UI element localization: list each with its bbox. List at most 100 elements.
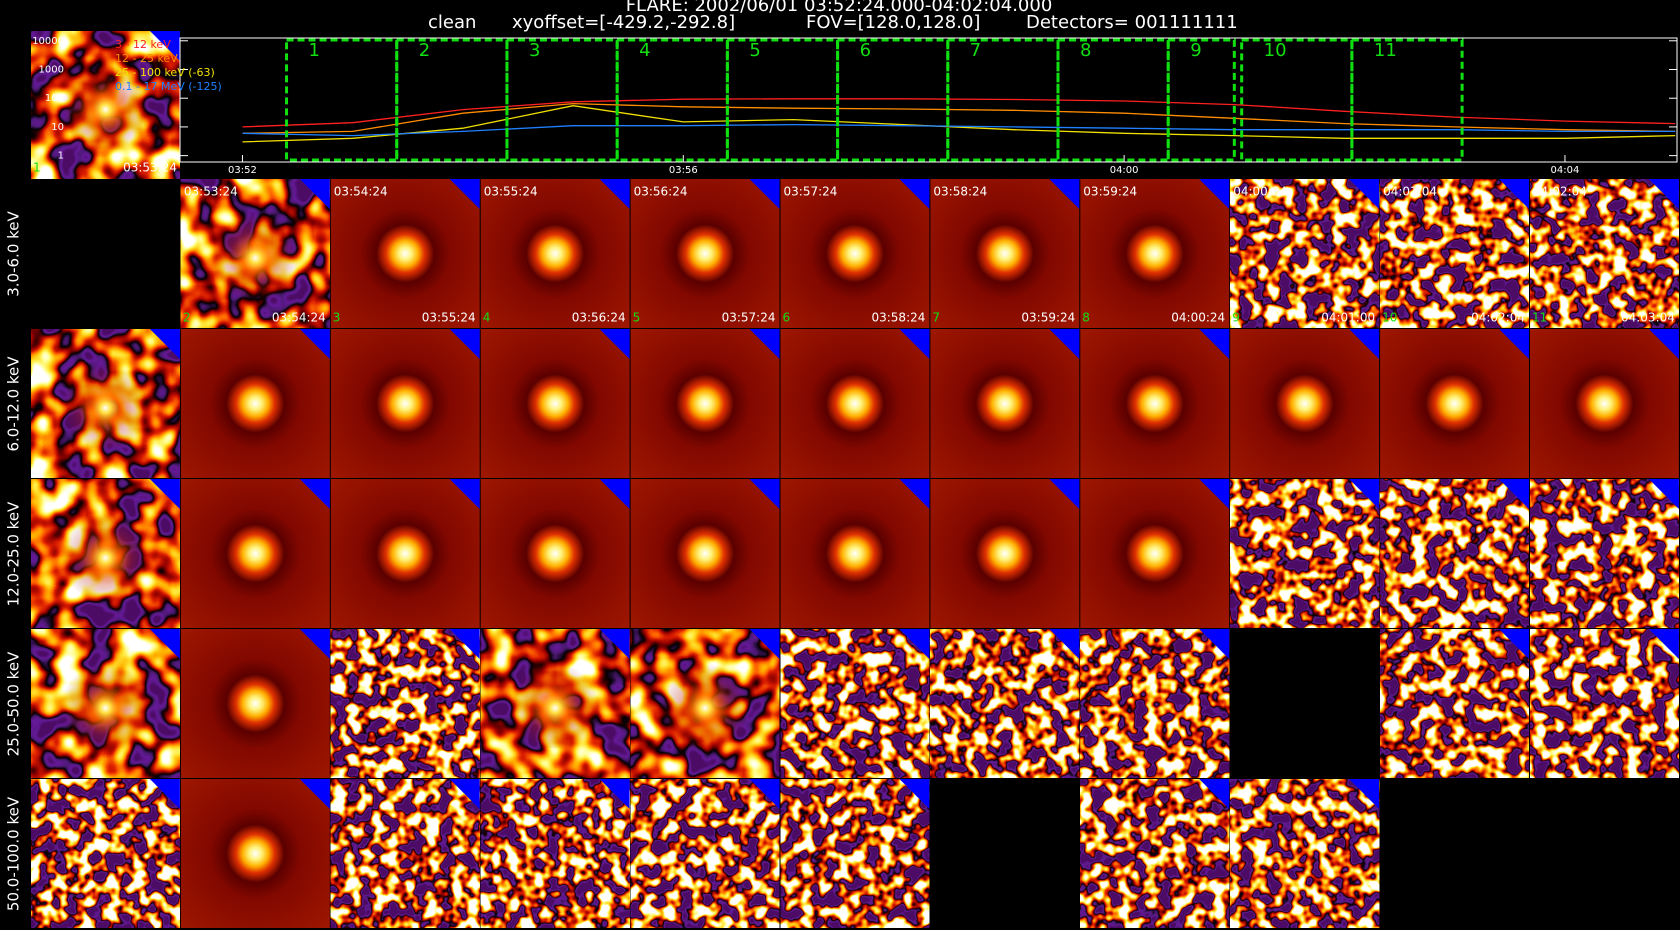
tile-end: 04:02:04 xyxy=(1471,311,1525,325)
image-tile xyxy=(330,629,480,778)
detectors: Detectors= 001111111 xyxy=(1026,12,1238,33)
interval-label: 9 xyxy=(1190,40,1201,61)
mask-corner xyxy=(1648,179,1679,209)
image xyxy=(930,479,1080,628)
image-tile xyxy=(31,629,180,778)
image-tile xyxy=(930,329,1080,478)
image xyxy=(480,329,630,478)
image-tile xyxy=(180,179,330,328)
mask-corner xyxy=(149,779,180,809)
image-tile xyxy=(480,329,630,478)
image-tile xyxy=(780,629,930,778)
image-tile xyxy=(1080,179,1230,328)
mask-corner xyxy=(1349,179,1380,209)
mask-corner xyxy=(449,179,480,209)
mask-corner xyxy=(749,329,780,359)
image-tile xyxy=(31,31,180,179)
image xyxy=(930,629,1080,778)
image-tile xyxy=(1080,479,1230,628)
image-tile xyxy=(1530,629,1679,778)
image-tile xyxy=(780,179,930,328)
source-blob xyxy=(60,60,151,150)
image-tile xyxy=(330,779,480,928)
thumb-interval: 1 xyxy=(33,161,41,175)
mask-corner xyxy=(899,629,930,659)
image-tile xyxy=(1530,329,1679,478)
y-tick-label: 10 xyxy=(51,122,64,133)
mask-corner xyxy=(599,179,630,209)
mask-corner xyxy=(899,179,930,209)
image-tile xyxy=(480,479,630,628)
image-tile xyxy=(180,479,330,628)
source-blob xyxy=(210,208,301,299)
mask-corner xyxy=(1199,779,1230,809)
image-tile xyxy=(480,779,630,928)
interval-box xyxy=(285,38,399,162)
y-tick-label: 100 xyxy=(45,93,64,104)
x-tick-label: 04:04 xyxy=(1551,165,1580,176)
image-tile xyxy=(480,179,630,328)
mask-corner xyxy=(749,629,780,659)
image-tile xyxy=(480,629,630,778)
mask-corner xyxy=(1499,479,1529,509)
interval-box xyxy=(836,38,950,162)
image xyxy=(630,179,780,328)
interval-label: 6 xyxy=(860,40,871,61)
tile-interval: 11 xyxy=(1532,311,1547,325)
mask-corner xyxy=(1349,329,1380,359)
tile-end: 03:58:24 xyxy=(871,311,925,325)
image xyxy=(180,779,330,928)
image-tile xyxy=(1080,329,1230,478)
image xyxy=(780,779,930,928)
image xyxy=(330,779,480,928)
mask-corner xyxy=(1199,479,1230,509)
interval-label: 5 xyxy=(749,40,760,61)
image xyxy=(630,779,780,928)
image-tile xyxy=(930,479,1080,628)
image-tile xyxy=(780,329,930,478)
plot-frame xyxy=(179,37,1678,163)
image-tile xyxy=(630,779,780,928)
tile-interval: 8 xyxy=(1082,311,1090,325)
mask-corner xyxy=(1648,329,1679,359)
mask-corner xyxy=(599,329,630,359)
tile-interval: 10 xyxy=(1382,311,1397,325)
tile-interval: 9 xyxy=(1232,311,1240,325)
image-tile xyxy=(31,779,180,928)
tile-end: 04:03:04 xyxy=(1621,311,1675,325)
interval-box xyxy=(395,38,509,162)
image-tile xyxy=(1380,629,1529,778)
image-tile xyxy=(1080,779,1230,928)
row-label: 50.0-100.0 keV xyxy=(5,796,23,911)
tile-end: 03:57:24 xyxy=(722,311,776,325)
interval-label: 8 xyxy=(1080,40,1091,61)
image xyxy=(930,179,1080,328)
source-blob xyxy=(60,358,151,449)
image-tile xyxy=(1530,179,1679,328)
image xyxy=(1230,479,1380,628)
image xyxy=(480,779,630,928)
legend-entry: 3 - 12 keV xyxy=(115,38,171,51)
interval-box xyxy=(725,38,840,162)
tile-end: 04:00:24 xyxy=(1171,311,1225,325)
mask-corner xyxy=(1049,629,1080,659)
interval-box xyxy=(1240,38,1354,162)
mask-corner xyxy=(1049,479,1080,509)
tile-end: 03:56:24 xyxy=(572,311,626,325)
mask-corner xyxy=(299,329,330,359)
image xyxy=(780,479,930,628)
image xyxy=(180,629,330,778)
image xyxy=(330,179,480,328)
mask-corner xyxy=(150,31,180,61)
image-tile xyxy=(630,479,780,628)
image xyxy=(930,329,1080,478)
mask-corner xyxy=(1648,479,1679,509)
tile-start: 03:56:24 xyxy=(634,185,688,199)
image xyxy=(1530,629,1679,778)
x-tick-label: 03:52 xyxy=(228,165,257,176)
mask-corner xyxy=(449,479,480,509)
tile-start: 03:59:24 xyxy=(1083,185,1137,199)
source-blob xyxy=(60,508,151,599)
